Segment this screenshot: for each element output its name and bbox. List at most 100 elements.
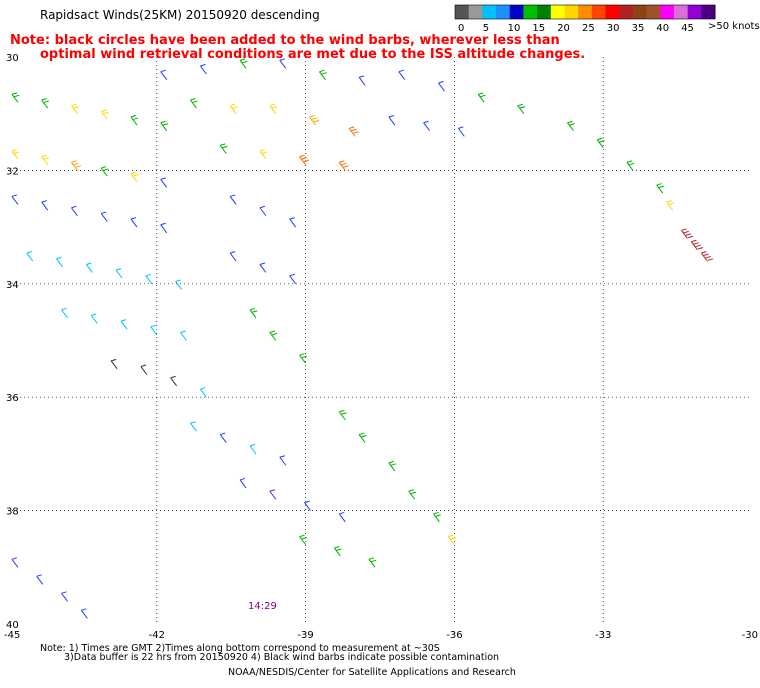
- barb-shaft: [289, 218, 297, 228]
- wind-barb: [388, 115, 396, 126]
- barb-flag: [629, 162, 635, 166]
- wind-barb: [666, 200, 674, 211]
- colorbar-label: 20: [557, 23, 570, 34]
- barb-flag: [398, 69, 404, 73]
- barb-flag: [269, 330, 275, 333]
- barb-flag: [160, 177, 166, 180]
- colorbar-swatch: [632, 5, 648, 19]
- barb-flag: [75, 165, 81, 168]
- barb-flag: [361, 434, 367, 438]
- colorbar-swatch: [468, 5, 483, 19]
- barb-shaft: [11, 150, 19, 160]
- barb-shaft: [567, 122, 574, 132]
- barb-shaft: [388, 116, 396, 126]
- barb-shaft: [259, 264, 267, 273]
- barb-shaft: [438, 82, 445, 92]
- barb-flag: [313, 119, 320, 123]
- barb-flag: [433, 511, 439, 515]
- barb-flag: [232, 106, 238, 109]
- wind-barb: [269, 103, 278, 114]
- barb-flag: [115, 268, 122, 271]
- wind-barb: [170, 375, 178, 387]
- barb-flag: [162, 123, 169, 126]
- chart-title: Rapidsact Winds(25KM) 20150920 descendin…: [40, 8, 320, 22]
- barb-flag: [43, 157, 50, 160]
- barb-flag: [11, 92, 18, 95]
- barb-flag: [190, 421, 196, 424]
- barb-flag: [279, 58, 285, 61]
- barb-flag: [666, 200, 672, 203]
- y-tick-label: 30: [6, 53, 19, 64]
- barb-shaft: [229, 252, 237, 262]
- barb-flag: [701, 251, 707, 254]
- barb-shaft: [41, 156, 49, 166]
- wind-barb: [269, 489, 277, 500]
- barb-shaft: [259, 150, 267, 160]
- barb-shaft: [299, 156, 307, 166]
- barb-flag: [368, 557, 375, 560]
- barb-shaft: [304, 502, 311, 511]
- barb-flag: [180, 330, 186, 333]
- barb-shaft: [269, 332, 277, 341]
- wind-barb: [61, 307, 68, 319]
- barb-flag: [304, 500, 310, 504]
- barb-flag: [358, 75, 365, 78]
- barb-flag: [269, 103, 275, 107]
- barb-shaft: [36, 576, 44, 585]
- wind-barb: [140, 364, 148, 375]
- wind-barb: [626, 160, 635, 171]
- barb-flag: [597, 137, 603, 141]
- wind-barb: [259, 262, 267, 273]
- barb-flag: [458, 126, 464, 129]
- barb-shaft: [160, 179, 168, 188]
- wind-barb: [219, 143, 228, 154]
- barb-flag: [341, 162, 347, 166]
- wind-barb: [289, 273, 297, 285]
- barb-flag: [13, 151, 20, 154]
- wind-barb: [681, 228, 694, 239]
- wind-barb: [41, 154, 50, 166]
- barb-flag: [448, 534, 454, 538]
- barb-shaft: [700, 252, 708, 262]
- barb-shaft: [100, 111, 108, 120]
- wind-barb: [130, 217, 138, 228]
- wind-barb: [130, 115, 139, 126]
- wind-barb: [348, 126, 359, 137]
- barb-shaft: [130, 218, 138, 228]
- barb-flag: [410, 491, 417, 495]
- colorbar-swatch: [646, 5, 661, 19]
- barb-flag: [150, 324, 156, 328]
- colorbar-swatch: [509, 5, 524, 19]
- wind-barb: [160, 177, 168, 188]
- barb-flag: [71, 103, 77, 107]
- barb-shaft: [145, 275, 153, 285]
- barb-shaft: [249, 445, 257, 455]
- colorbar-label: 15: [532, 23, 545, 34]
- wind-barb: [319, 69, 327, 80]
- barb-flag: [91, 313, 97, 316]
- barb-flag: [101, 211, 107, 214]
- barb-flag: [299, 534, 305, 538]
- barb-flag: [130, 217, 137, 220]
- barb-flag: [435, 514, 441, 517]
- barb-flag: [56, 256, 62, 260]
- barb-flag: [705, 255, 711, 259]
- barb-flag: [341, 412, 347, 415]
- barb-flag: [13, 94, 20, 98]
- barb-flag: [371, 559, 377, 563]
- barb-shaft: [388, 462, 396, 472]
- barb-flag: [11, 149, 18, 152]
- wind-barb: [304, 500, 311, 511]
- barb-shaft: [269, 105, 277, 114]
- y-tick-label: 40: [6, 620, 19, 631]
- colorbar-swatch: [455, 5, 470, 19]
- barb-shaft: [11, 196, 19, 205]
- barb-flag: [299, 353, 305, 356]
- barb-flag: [271, 332, 278, 336]
- barb-shaft: [199, 388, 207, 398]
- colorbar-swatch: [482, 5, 497, 19]
- wind-barb: [175, 279, 183, 290]
- barb-flag: [303, 159, 310, 163]
- wind-barb: [388, 460, 397, 472]
- barb-shaft: [681, 230, 688, 239]
